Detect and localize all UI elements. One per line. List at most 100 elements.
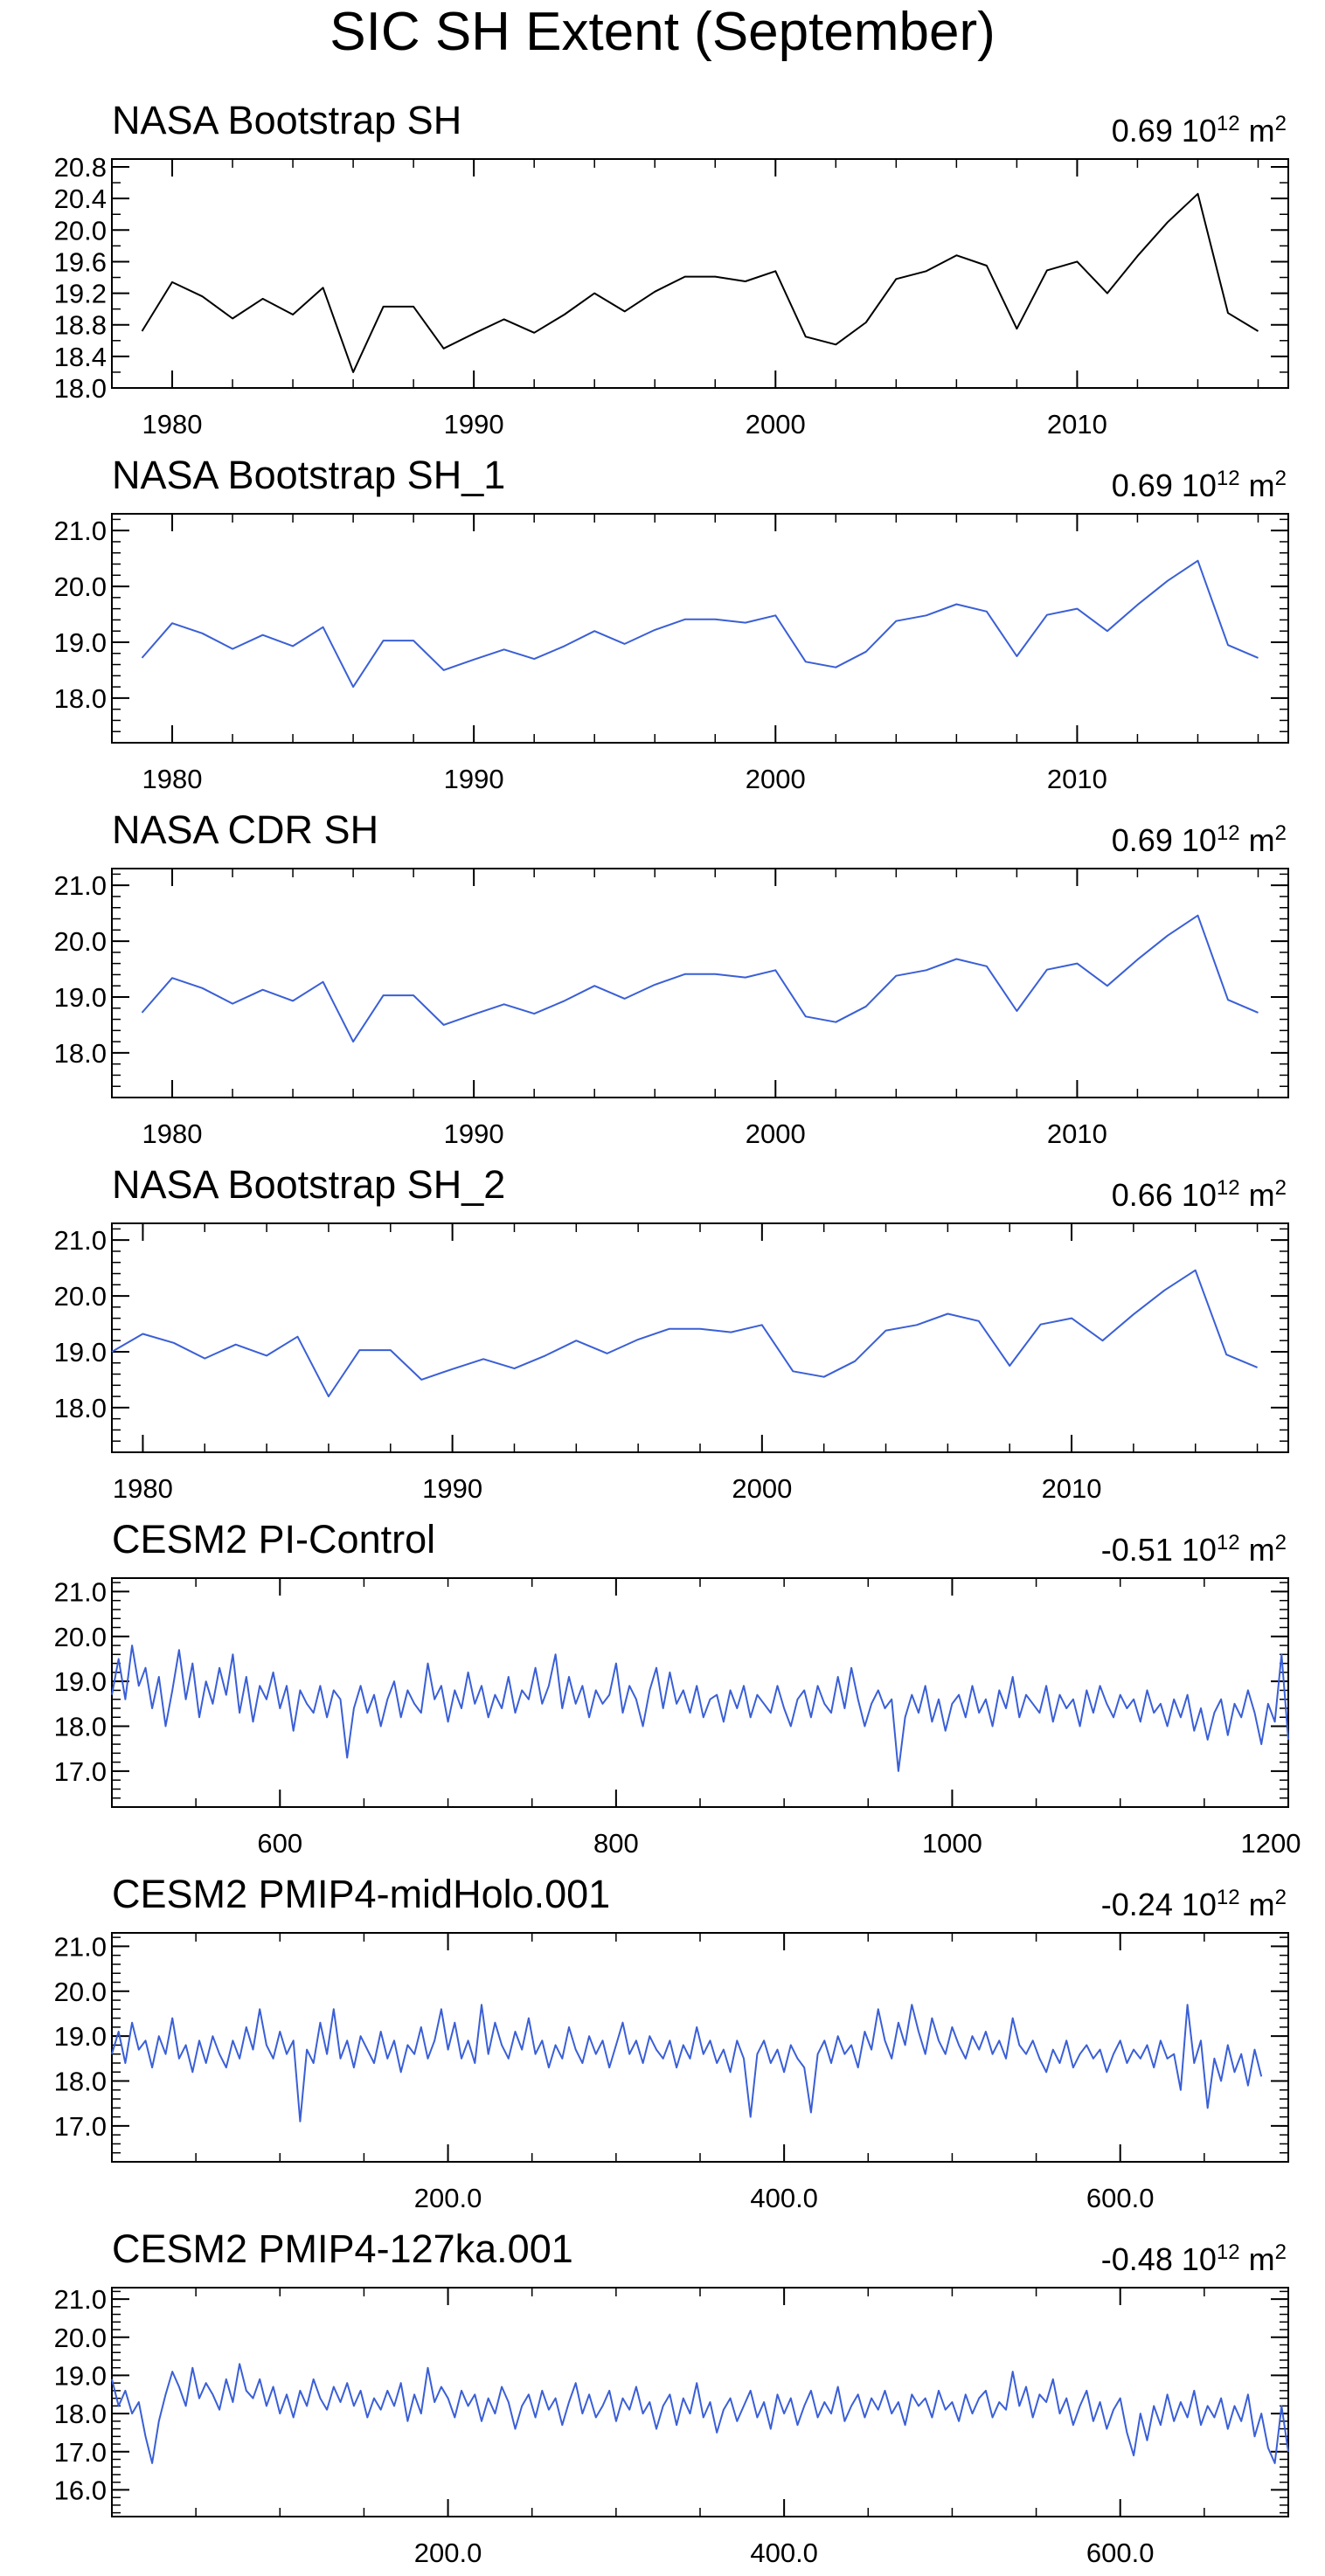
y-tick-label: 18.8 bbox=[54, 310, 107, 341]
panel-trend-stat: 0.69 1012 m2 bbox=[1112, 814, 1287, 860]
x-tick-label: 2000 bbox=[746, 764, 806, 794]
y-tick-label: 18.0 bbox=[54, 683, 107, 714]
series-line bbox=[141, 559, 1259, 689]
chart-panel-nasa-bootstrap-sh-1: 18.0 19.0 20.0 21.0 1980 1990 2000 2010 NASA Bo… bbox=[0, 453, 1325, 802]
y-tick-label: 21.0 bbox=[54, 1931, 107, 1962]
stat-exponent: 12 bbox=[1216, 1886, 1240, 1909]
panel-trend-stat: 0.66 1012 m2 bbox=[1112, 1169, 1287, 1215]
panel-title: CESM2 PMIP4-127ka.001 bbox=[112, 2226, 573, 2271]
stat-value: 0.69 bbox=[1111, 113, 1173, 149]
y-tick-label: 19.2 bbox=[54, 279, 107, 309]
chart-canvas: 18.0 19.0 20.0 21.0 1980 1990 2000 2010 bbox=[54, 1222, 1289, 1504]
series-line bbox=[141, 192, 1259, 373]
y-tick-label: 21.0 bbox=[54, 1576, 107, 1607]
plot-frame bbox=[111, 158, 1289, 389]
x-tick-label: 2010 bbox=[1047, 1118, 1107, 1149]
x-tick-label: 2010 bbox=[1047, 764, 1107, 794]
panel-title: CESM2 PMIP4-midHolo.001 bbox=[112, 1872, 611, 1916]
x-tick-label: 2000 bbox=[746, 1118, 806, 1149]
stat-exponent: 12 bbox=[1216, 1176, 1240, 1200]
y-tick-label: 20.0 bbox=[54, 926, 107, 957]
stat-unit: m bbox=[1248, 1887, 1275, 1922]
y-tick-label: 20.0 bbox=[54, 1977, 107, 2007]
y-tick-label: 19.0 bbox=[54, 1337, 107, 1368]
stat-exponent: 12 bbox=[1216, 1531, 1240, 1555]
y-tick-label: 21.0 bbox=[54, 1225, 107, 1256]
y-tick-label: 18.4 bbox=[54, 342, 107, 372]
chart-canvas: 17.0 18.0 19.0 20.0 21.0 200.0 400.0 600.0 bbox=[54, 1931, 1289, 2213]
stat-unit: m bbox=[1248, 113, 1275, 149]
x-tick-label: 600.0 bbox=[1086, 2183, 1155, 2213]
chart-panel-nasa-bootstrap-sh: 18.0 18.4 18.8 19.2 19.6 20.0 20.4 20.8 1980 1990… bbox=[0, 98, 1325, 447]
x-tick-label: 400.0 bbox=[750, 2183, 818, 2213]
y-tick-label: 17.0 bbox=[54, 2437, 107, 2468]
y-tick-label: 17.0 bbox=[54, 2111, 107, 2142]
stat-base: 10 bbox=[1181, 1532, 1217, 1568]
plot-frame bbox=[111, 1222, 1289, 1453]
x-tick-label: 1200 bbox=[1241, 1828, 1301, 1859]
x-tick-label: 1990 bbox=[444, 764, 504, 794]
y-tick-label: 18.0 bbox=[54, 1712, 107, 1742]
stat-unit-exponent: 2 bbox=[1274, 821, 1287, 845]
stat-unit: m bbox=[1248, 1177, 1275, 1213]
y-tick-label: 18.0 bbox=[54, 1393, 107, 1423]
stat-value: 0.69 bbox=[1111, 822, 1173, 858]
y-tick-label: 20.0 bbox=[54, 2323, 107, 2353]
panel-trend-stat: 0.69 1012 m2 bbox=[1112, 460, 1287, 505]
stat-unit: m bbox=[1248, 2241, 1275, 2277]
stat-unit-exponent: 2 bbox=[1274, 2240, 1287, 2264]
y-tick-label: 20.0 bbox=[54, 1622, 107, 1652]
y-tick-label: 18.0 bbox=[54, 2067, 107, 2097]
stat-value: 0.66 bbox=[1111, 1177, 1173, 1213]
x-tick-label: 1990 bbox=[422, 1473, 482, 1504]
chart-panel-nasa-cdr-sh: 18.0 19.0 20.0 21.0 1980 1990 2000 2010 NASA CD… bbox=[0, 807, 1325, 1157]
plot-frame bbox=[111, 1932, 1289, 2163]
panel-title: NASA Bootstrap SH_1 bbox=[112, 453, 506, 497]
panel-title: NASA Bootstrap SH bbox=[112, 98, 462, 142]
panel-trend-stat: -0.51 1012 m2 bbox=[1101, 1524, 1287, 1569]
stat-base: 10 bbox=[1181, 2241, 1217, 2277]
stat-value: 0.69 bbox=[1111, 467, 1173, 503]
stat-unit: m bbox=[1248, 822, 1275, 858]
y-tick-label: 19.0 bbox=[54, 2021, 107, 2052]
panel-title: NASA CDR SH bbox=[112, 807, 379, 852]
panel-title: NASA Bootstrap SH_2 bbox=[112, 1162, 506, 1207]
panel-title: CESM2 PI-Control bbox=[112, 1517, 436, 1562]
x-tick-label: 600 bbox=[257, 1828, 302, 1859]
stat-unit-exponent: 2 bbox=[1274, 1886, 1287, 1909]
x-tick-label: 1000 bbox=[922, 1828, 982, 1859]
y-tick-label: 20.4 bbox=[54, 184, 107, 214]
x-tick-label: 2010 bbox=[1042, 1473, 1102, 1504]
y-tick-label: 19.0 bbox=[54, 1666, 107, 1697]
plot-frame bbox=[111, 513, 1289, 744]
series-line bbox=[111, 2004, 1263, 2122]
stat-exponent: 12 bbox=[1216, 112, 1240, 135]
stat-exponent: 12 bbox=[1216, 821, 1240, 845]
x-tick-label: 1980 bbox=[142, 409, 203, 440]
x-tick-label: 1980 bbox=[142, 1118, 203, 1149]
y-tick-label: 21.0 bbox=[54, 2284, 107, 2315]
x-tick-label: 2000 bbox=[732, 1473, 792, 1504]
stat-unit-exponent: 2 bbox=[1274, 1176, 1287, 1200]
chart-panel-cesm2-pi-control: 17.0 18.0 19.0 20.0 21.0 600 800 1000 1200 CESM2… bbox=[0, 1517, 1325, 1866]
chart-panel-nasa-bootstrap-sh-2: 18.0 19.0 20.0 21.0 1980 1990 2000 2010 NASA Bo… bbox=[0, 1162, 1325, 1512]
x-tick-label: 400.0 bbox=[750, 2538, 818, 2568]
stat-value: -0.24 bbox=[1100, 1887, 1173, 1922]
y-tick-label: 19.6 bbox=[54, 246, 107, 277]
y-tick-label: 18.0 bbox=[54, 373, 107, 404]
x-tick-label: 200.0 bbox=[414, 2538, 482, 2568]
series-line bbox=[141, 914, 1259, 1043]
plot-frame bbox=[111, 868, 1289, 1098]
y-tick-label: 19.0 bbox=[54, 982, 107, 1013]
chart-canvas: 17.0 18.0 19.0 20.0 21.0 600 800 1000 1200 bbox=[54, 1576, 1301, 1859]
chart-canvas: 18.0 19.0 20.0 21.0 1980 1990 2000 2010 bbox=[54, 513, 1289, 794]
x-tick-label: 200.0 bbox=[414, 2183, 482, 2213]
figure-title: SIC SH Extent (September) bbox=[330, 2, 995, 62]
stat-base: 10 bbox=[1181, 467, 1217, 503]
chart-panel-cesm2-pmip4-127ka: 16.0 17.0 18.0 19.0 20.0 21.0 200.0 400.0 600.0 … bbox=[0, 2226, 1325, 2576]
x-tick-label: 2000 bbox=[746, 409, 806, 440]
series-line bbox=[111, 2363, 1289, 2464]
stat-unit-exponent: 2 bbox=[1274, 467, 1287, 490]
stat-unit-exponent: 2 bbox=[1274, 112, 1287, 135]
y-tick-label: 18.0 bbox=[54, 1038, 107, 1069]
